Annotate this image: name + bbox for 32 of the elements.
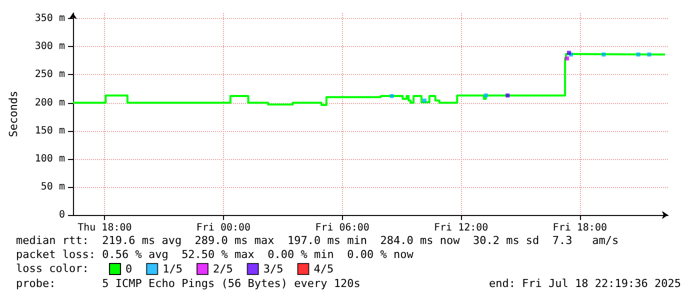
point — [506, 93, 510, 98]
point — [565, 56, 570, 60]
point — [636, 52, 640, 57]
x-tick-label: Fri 18:00 — [552, 222, 607, 234]
y-tick-label: 150 m — [34, 125, 65, 136]
legend-label: 2/5 — [212, 262, 233, 276]
text: end: Fri Jul 18 22:19:36 2025 — [488, 277, 682, 290]
x-tick-label: Fri 00:00 — [196, 222, 251, 234]
y-tick-label: 350 m — [34, 13, 65, 24]
y-axis-title: Seconds — [7, 90, 20, 138]
y-tick-label: 200 m — [34, 97, 65, 108]
legend-label: 4/5 — [314, 262, 334, 276]
legend-label: 0 — [126, 262, 132, 276]
y-tick-label: 300 m — [34, 41, 65, 52]
legend-label: 1/5 — [162, 262, 182, 276]
point — [647, 52, 652, 57]
y-tick-label: 0 — [58, 210, 65, 220]
point — [602, 52, 606, 57]
y-tick-label: 50 m — [40, 181, 65, 192]
y-tick-label: 250 m — [34, 69, 65, 80]
x-tick-label: Fri 12:00 — [434, 222, 488, 234]
x-tick-label: Fri 06:00 — [315, 222, 370, 234]
x-tick-label: Thu 18:00 — [78, 222, 132, 234]
legend-title: loss color: — [16, 262, 89, 275]
legend-label: 3/5 — [263, 262, 284, 276]
point — [390, 94, 394, 98]
point — [484, 93, 488, 98]
text: probe: 5 ICMP Echo Pings (56 Bytes) every 120s — [16, 277, 360, 290]
point — [422, 98, 426, 103]
text: median rtt: 219.6 ms avg 289.0 ms max 197.0 ms min 284.0 ms now 30.2 ms sd 7.3 am/s — [16, 234, 619, 247]
y-tick-label: 100 m — [34, 153, 65, 164]
text: packet loss: 0.56 % avg 52.50 % max 0.00 % min 0.00 % now — [16, 248, 414, 261]
